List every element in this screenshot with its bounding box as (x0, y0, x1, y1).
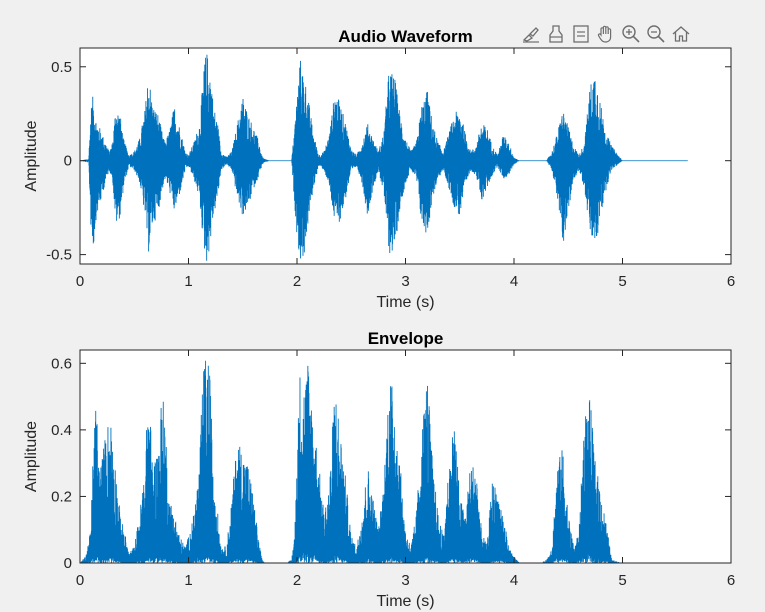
x-axis-label: Time (s) (376, 294, 434, 311)
y-tick-label: 0.5 (51, 59, 72, 76)
axes-envelope[interactable]: 0 1 2 3 4 5 6 0 0.2 0.4 0.6 Envelope Time (s) Amplitu… (23, 329, 735, 610)
brush-icon (522, 27, 539, 43)
x-tick-label: 4 (510, 273, 518, 290)
x-tick-label: 2 (293, 273, 301, 290)
data-tips-icon (573, 25, 589, 43)
x-tick-label: 0 (76, 273, 84, 290)
chart-title: Audio Waveform (338, 27, 472, 46)
x-tick-label: 3 (401, 572, 409, 589)
data-tips-button[interactable] (570, 22, 592, 46)
insert-legend-button[interactable] (545, 22, 567, 46)
home-icon (672, 26, 690, 42)
x-tick-label: 5 (618, 572, 626, 589)
insert-legend-icon (549, 25, 563, 43)
x-tick-label: 4 (510, 572, 518, 589)
x-tick-label: 0 (76, 572, 84, 589)
home-button[interactable] (670, 22, 692, 46)
axes-toolbar (520, 20, 692, 48)
pan-hand-icon (597, 25, 612, 43)
x-axis-label: Time (s) (376, 593, 434, 610)
zoom-in-button[interactable] (620, 22, 642, 46)
x-tick-label: 3 (401, 273, 409, 290)
y-tick-label: -0.5 (46, 247, 72, 264)
brush-button[interactable] (520, 22, 542, 46)
y-axis-label: Amplitude (23, 421, 40, 492)
x-tick-label: 1 (184, 572, 192, 589)
y-tick-label: 0.2 (51, 488, 72, 505)
y-tick-label: 0.4 (51, 422, 72, 439)
x-tick-label: 6 (727, 273, 735, 290)
x-tick-label: 1 (184, 273, 192, 290)
x-tick-label: 5 (618, 273, 626, 290)
chart-title: Envelope (368, 329, 444, 348)
zoom-out-button[interactable] (645, 22, 667, 46)
x-tick-label: 2 (293, 572, 301, 589)
zoom-in-icon (622, 25, 640, 43)
y-tick-label: 0.6 (51, 355, 72, 372)
zoom-out-icon (647, 25, 665, 43)
y-tick-label: 0 (64, 555, 72, 572)
pan-button[interactable] (595, 22, 617, 46)
y-axis-label: Amplitude (23, 120, 40, 191)
y-tick-label: 0 (64, 153, 72, 170)
plot-area (80, 350, 731, 563)
x-tick-label: 6 (727, 572, 735, 589)
